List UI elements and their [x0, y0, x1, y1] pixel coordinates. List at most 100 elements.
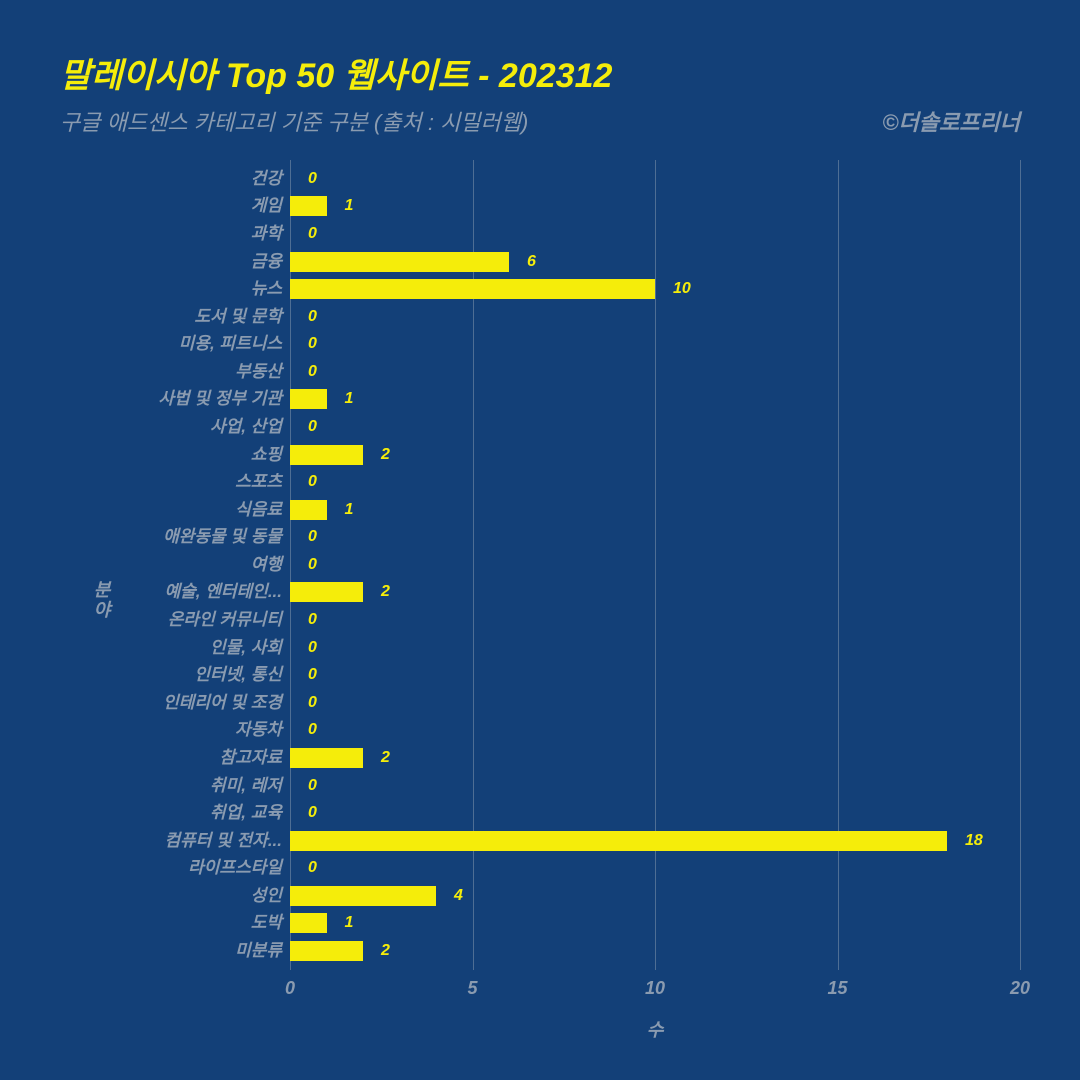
bar-row: 0: [290, 470, 1020, 494]
bar-value-label: 0: [308, 694, 317, 712]
bar-value-label: 0: [308, 225, 317, 243]
x-axis-title: 수: [290, 1016, 1020, 1042]
category-label: 인물, 사회: [60, 636, 282, 660]
bar-value-label: 0: [308, 473, 317, 491]
category-label: 애완동물 및 동물: [60, 525, 282, 549]
bar-row: 0: [290, 856, 1020, 880]
category-label: 라이프스타일: [60, 856, 282, 880]
bar-value-label: 0: [308, 721, 317, 739]
bar-value-label: 0: [308, 859, 317, 877]
bar-value-label: 0: [308, 611, 317, 629]
plot-area: 0106100001020100200000200180412: [290, 160, 1020, 970]
category-label: 뉴스: [60, 277, 282, 301]
bar-value-label: 0: [308, 666, 317, 684]
category-label: 예술, 엔터테인...: [60, 580, 282, 604]
bar-row: 1: [290, 498, 1020, 522]
bar-value-label: 0: [308, 418, 317, 436]
gridline: [1020, 160, 1021, 970]
bar-row: 2: [290, 746, 1020, 770]
bar: [290, 252, 509, 272]
subtitle-row: 구글 애드센스 카테고리 기준 구분 (출처 : 시밀러웹) ©더솔로프리너: [60, 105, 1020, 137]
category-label: 쇼핑: [60, 443, 282, 467]
bar-value-label: 1: [345, 390, 354, 408]
bar-row: 2: [290, 580, 1020, 604]
bar-row: 2: [290, 939, 1020, 963]
bar-row: 0: [290, 360, 1020, 384]
category-label: 취업, 교육: [60, 801, 282, 825]
bar-row: 0: [290, 167, 1020, 191]
category-label: 식음료: [60, 498, 282, 522]
bar: [290, 279, 655, 299]
bar-row: 0: [290, 691, 1020, 715]
bar-row: 0: [290, 801, 1020, 825]
chart-header: 말레이시아 Top 50 웹사이트 - 202312 구글 애드센스 카테고리 …: [0, 0, 1080, 147]
bar-row: 0: [290, 525, 1020, 549]
bar-value-label: 0: [308, 363, 317, 381]
bar-row: 1: [290, 387, 1020, 411]
category-label: 건강: [60, 167, 282, 191]
bar: [290, 389, 327, 409]
bar-row: 6: [290, 250, 1020, 274]
bar-value-label: 1: [345, 914, 354, 932]
bar-value-label: 6: [527, 253, 536, 271]
bar: [290, 941, 363, 961]
bar-value-label: 1: [345, 197, 354, 215]
bar-row: 0: [290, 305, 1020, 329]
bar-value-label: 0: [308, 777, 317, 795]
bar-row: 1: [290, 911, 1020, 935]
bar-row: 0: [290, 553, 1020, 577]
x-tick-label: 15: [827, 978, 847, 999]
bar-value-label: 2: [381, 942, 390, 960]
chart-container: 분야 건강게임과학금융뉴스도서 및 문학미용, 피트니스부동산사법 및 정부 기…: [60, 150, 1040, 1050]
category-label: 부동산: [60, 360, 282, 384]
x-tick-label: 10: [645, 978, 665, 999]
bar-row: 1: [290, 194, 1020, 218]
bar: [290, 886, 436, 906]
category-label: 금융: [60, 250, 282, 274]
x-tick-label: 5: [467, 978, 477, 999]
x-axis-labels: 05101520: [290, 978, 1020, 1002]
bars-group: 0106100001020100200000200180412: [290, 165, 1020, 965]
bar: [290, 500, 327, 520]
bar-value-label: 0: [308, 556, 317, 574]
bar: [290, 748, 363, 768]
bar-row: 0: [290, 608, 1020, 632]
chart-title: 말레이시아 Top 50 웹사이트 - 202312: [60, 48, 1020, 97]
bar-value-label: 0: [308, 335, 317, 353]
bar: [290, 196, 327, 216]
bar-value-label: 18: [965, 832, 983, 850]
category-label: 인터넷, 통신: [60, 663, 282, 687]
bar-row: 10: [290, 277, 1020, 301]
category-label: 참고자료: [60, 746, 282, 770]
category-label: 자동차: [60, 718, 282, 742]
category-label: 도서 및 문학: [60, 305, 282, 329]
bar-value-label: 2: [381, 583, 390, 601]
category-label: 취미, 레저: [60, 774, 282, 798]
bar-value-label: 0: [308, 528, 317, 546]
bar-row: 0: [290, 332, 1020, 356]
category-label: 성인: [60, 884, 282, 908]
category-label: 인테리어 및 조경: [60, 691, 282, 715]
category-label: 미분류: [60, 939, 282, 963]
chart-credit: ©더솔로프리너: [882, 105, 1020, 137]
bar-value-label: 10: [673, 280, 691, 298]
bar-value-label: 1: [345, 501, 354, 519]
bar-row: 0: [290, 774, 1020, 798]
x-tick-label: 0: [285, 978, 295, 999]
category-label: 컴퓨터 및 전자...: [60, 829, 282, 853]
bar-value-label: 0: [308, 639, 317, 657]
bar-value-label: 0: [308, 170, 317, 188]
category-label: 미용, 피트니스: [60, 332, 282, 356]
category-label: 사업, 산업: [60, 415, 282, 439]
bar-row: 0: [290, 718, 1020, 742]
category-label: 스포츠: [60, 470, 282, 494]
x-tick-label: 20: [1010, 978, 1030, 999]
bar: [290, 831, 947, 851]
bar: [290, 445, 363, 465]
bar: [290, 913, 327, 933]
category-label: 게임: [60, 194, 282, 218]
bar-row: 0: [290, 636, 1020, 660]
y-axis-labels: 건강게임과학금융뉴스도서 및 문학미용, 피트니스부동산사법 및 정부 기관사업…: [60, 165, 282, 965]
bar-row: 18: [290, 829, 1020, 853]
category-label: 도박: [60, 911, 282, 935]
